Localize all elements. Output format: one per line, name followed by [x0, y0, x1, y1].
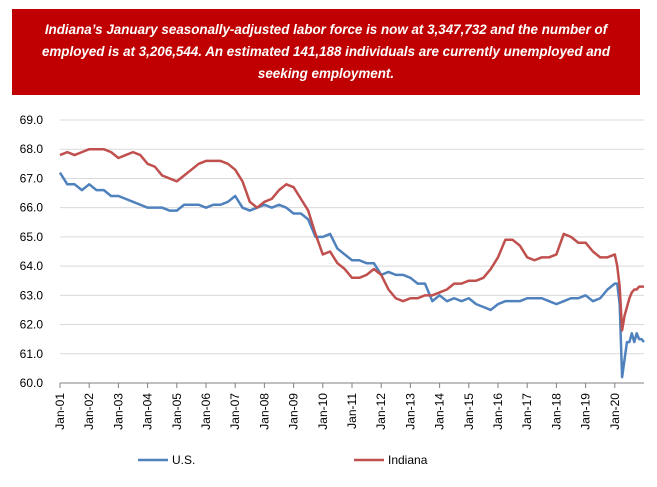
y-tick-label: 63.0	[20, 288, 44, 302]
legend-label: U.S.	[172, 453, 195, 467]
legend: U.S. Indiana	[138, 453, 428, 467]
x-tick-label: Jan-04	[141, 393, 155, 430]
x-axis: Jan-01 Jan-02 Jan-03 Jan-04 Jan-05 Jan-06 Jan-…	[53, 382, 644, 430]
series-lines	[58, 147, 645, 379]
x-tick-label: Jan-03	[111, 393, 125, 430]
y-tick-label: 60.0	[20, 376, 44, 390]
x-tick-label: Jan-08	[257, 393, 271, 430]
headline-text: Indiana’s January seasonally-adjusted la…	[41, 22, 611, 81]
x-tick-label: Jan-11	[345, 393, 359, 429]
headline-banner: Indiana’s January seasonally-adjusted la…	[12, 9, 640, 95]
x-tick-label: Jan-09	[287, 393, 301, 430]
y-tick-label: 65.0	[20, 230, 44, 244]
y-tick-label: 61.0	[20, 347, 44, 361]
x-tick-label: Jan-20	[608, 393, 622, 430]
x-tick-label: Jan-05	[170, 393, 184, 430]
y-tick-label: 62.0	[20, 318, 44, 332]
y-tick-label: 67.0	[20, 171, 44, 185]
x-tick-label: Jan-16	[491, 393, 505, 430]
gridlines	[60, 119, 644, 355]
y-tick-label: 66.0	[20, 201, 44, 215]
series-line-indiana	[59, 147, 644, 332]
x-tick-label: Jan-07	[228, 393, 242, 430]
y-tick-label: 64.0	[20, 259, 44, 273]
x-tick-label: Jan-14	[433, 393, 447, 430]
x-tick-label: Jan-13	[403, 393, 417, 430]
series-line-us	[58, 171, 645, 379]
x-tick-label: Jan-10	[316, 393, 330, 430]
x-tick-label: Jan-02	[82, 393, 96, 430]
y-tick-label: 68.0	[20, 142, 44, 156]
x-tick-label: Jan-06	[199, 393, 213, 430]
y-tick-label: 69.0	[20, 113, 44, 127]
x-tick-label: Jan-12	[374, 393, 388, 430]
x-tick-label: Jan-18	[549, 393, 563, 430]
x-tick-label: Jan-01	[53, 393, 67, 430]
x-tick-label: Jan-17	[520, 393, 534, 430]
x-tick-label: Jan-19	[579, 393, 593, 430]
y-axis: 69.0 68.0 67.0 66.0 65.0 64.0 63.0 62.0 61.0 60.0	[20, 113, 44, 390]
legend-label: Indiana	[388, 453, 428, 467]
x-tick-label: Jan-15	[462, 393, 476, 430]
